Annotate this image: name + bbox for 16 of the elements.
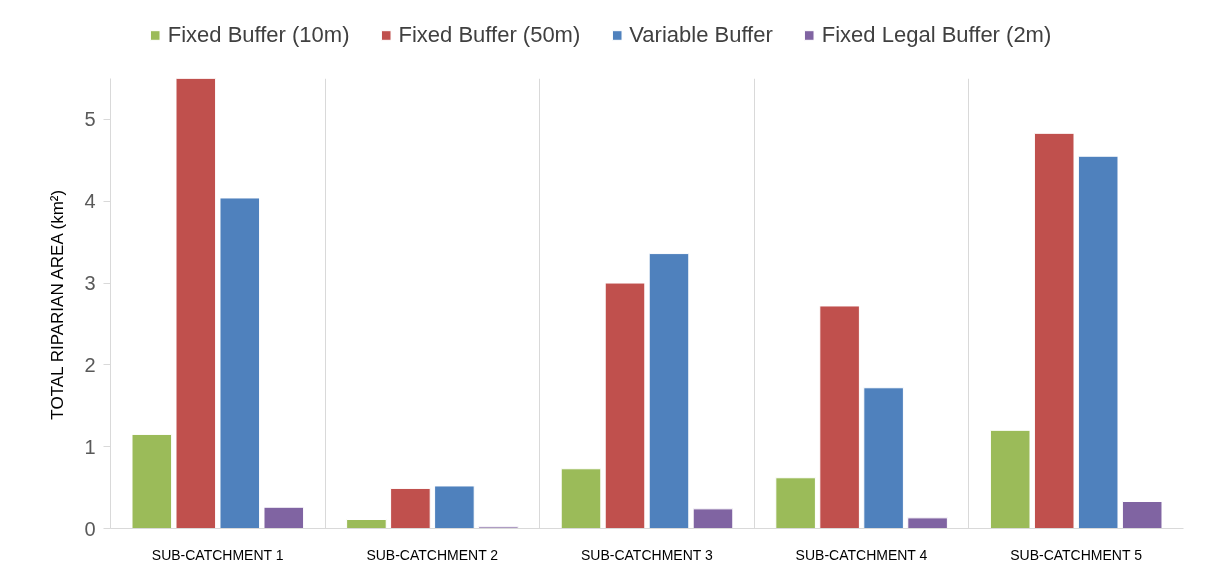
legend-label: Fixed Buffer (50m) [398,22,581,48]
legend-label: Fixed Legal Buffer (2m) [821,22,1052,48]
y-tick-label: 3 [84,272,96,295]
x-tick-label: SUB-CATCHMENT 1 [151,546,284,563]
y-axis-title: TOTAL RIPARIAN AREA (km²) [48,189,68,420]
legend-label: Variable Buffer [629,22,773,48]
y-tick-label: 5 [84,108,96,131]
x-tick-label: SUB-CATCHMENT 4 [795,546,928,563]
y-tick-label: 2 [84,353,96,376]
y-tick-label: 0 [84,517,96,540]
x-tick-label: SUB-CATCHMENT 5 [1010,546,1143,563]
legend-label: Fixed Buffer (10m) [167,22,350,48]
x-tick-label: SUB-CATCHMENT 3 [581,546,713,563]
x-tick-label: SUB-CATCHMENT 2 [366,546,499,563]
y-tick-label: 4 [84,190,96,213]
y-tick-label: 1 [84,435,96,458]
